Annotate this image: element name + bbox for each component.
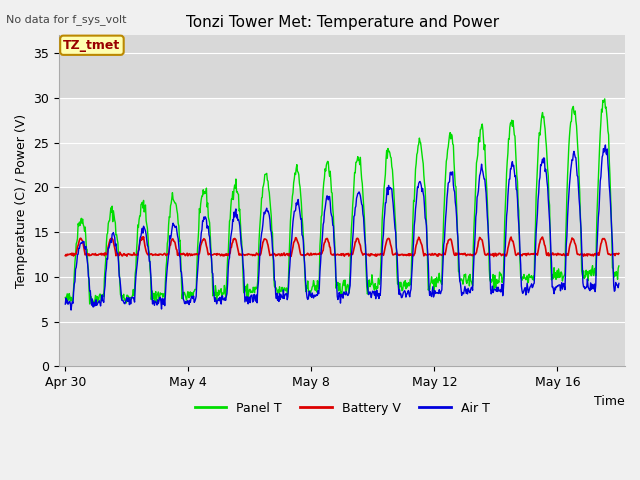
Text: TZ_tmet: TZ_tmet (63, 39, 120, 52)
Legend: Panel T, Battery V, Air T: Panel T, Battery V, Air T (190, 396, 494, 420)
Bar (59, 98, 625, 187)
X-axis label: Time: Time (595, 395, 625, 408)
Text: No data for f_sys_volt: No data for f_sys_volt (6, 14, 127, 25)
Title: Tonzi Tower Met: Temperature and Power: Tonzi Tower Met: Temperature and Power (186, 15, 499, 30)
Y-axis label: Temperature (C) / Power (V): Temperature (C) / Power (V) (15, 114, 28, 288)
